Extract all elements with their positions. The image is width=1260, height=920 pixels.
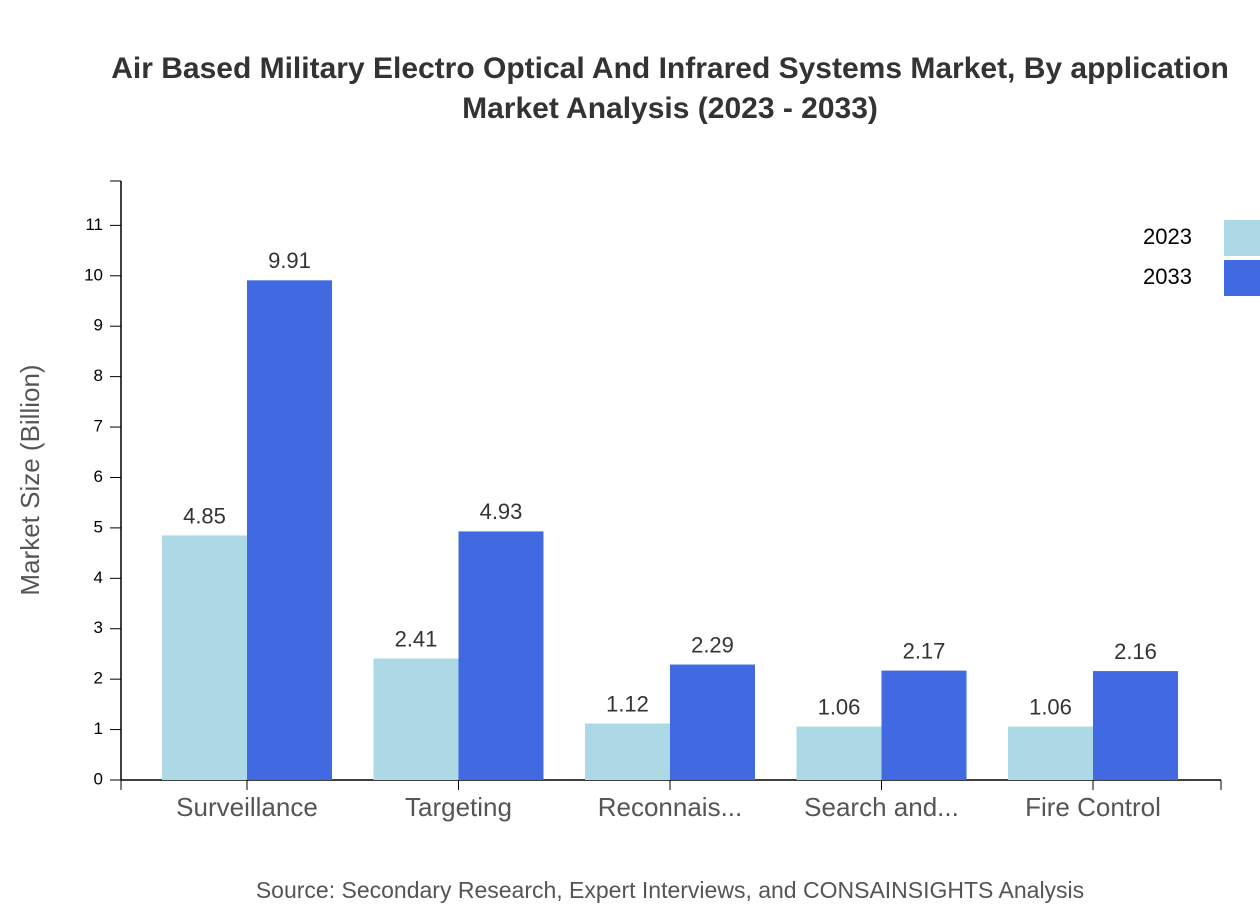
bar bbox=[1008, 726, 1093, 780]
y-tick-label: 8 bbox=[94, 366, 103, 385]
bar bbox=[373, 658, 459, 780]
x-tick-label: Reconnais... bbox=[598, 792, 743, 822]
bar bbox=[162, 535, 247, 780]
y-tick-label: 5 bbox=[94, 517, 103, 536]
y-tick-label: 1 bbox=[94, 719, 103, 738]
y-tick-label: 3 bbox=[94, 618, 103, 637]
bar bbox=[247, 280, 332, 780]
bar bbox=[796, 726, 882, 780]
bar bbox=[670, 664, 755, 780]
y-tick-label: 7 bbox=[94, 417, 103, 436]
y-tick-label: 6 bbox=[94, 467, 103, 486]
value-label: 9.91 bbox=[268, 248, 311, 273]
legend-label: 2023 bbox=[1143, 224, 1192, 249]
value-label: 4.93 bbox=[480, 499, 523, 524]
bar bbox=[585, 723, 670, 780]
legend-swatch bbox=[1224, 220, 1260, 256]
bar bbox=[1093, 671, 1178, 780]
value-label: 2.16 bbox=[1114, 639, 1157, 664]
value-label: 4.85 bbox=[183, 503, 226, 528]
y-tick-label: 11 bbox=[85, 215, 103, 234]
y-tick-label: 0 bbox=[94, 769, 103, 788]
x-tick-label: Fire Control bbox=[1025, 792, 1161, 822]
y-tick-label: 9 bbox=[94, 316, 103, 335]
value-label: 2.17 bbox=[903, 638, 946, 663]
value-label: 1.06 bbox=[1029, 694, 1072, 719]
y-tick-label: 4 bbox=[94, 568, 103, 587]
legend-label: 2033 bbox=[1143, 264, 1192, 289]
bar bbox=[881, 670, 967, 780]
x-tick-label: Search and... bbox=[804, 792, 959, 822]
value-label: 2.41 bbox=[395, 626, 438, 651]
bar bbox=[458, 531, 544, 780]
y-axis-label: Market Size (Billion) bbox=[15, 364, 45, 595]
x-tick-label: Targeting bbox=[405, 792, 512, 822]
value-label: 2.29 bbox=[691, 632, 734, 657]
legend-swatch bbox=[1224, 260, 1260, 296]
y-tick-label: 10 bbox=[84, 265, 103, 284]
x-tick-label: Surveillance bbox=[176, 792, 318, 822]
value-label: 1.12 bbox=[606, 691, 649, 716]
y-tick-label: 2 bbox=[94, 669, 103, 688]
source-note: Source: Secondary Research, Expert Inter… bbox=[256, 877, 1084, 903]
chart-title: Market Analysis (2023 - 2033) bbox=[462, 92, 878, 125]
chart-title: Air Based Military Electro Optical And I… bbox=[111, 52, 1229, 85]
value-label: 1.06 bbox=[818, 694, 861, 719]
